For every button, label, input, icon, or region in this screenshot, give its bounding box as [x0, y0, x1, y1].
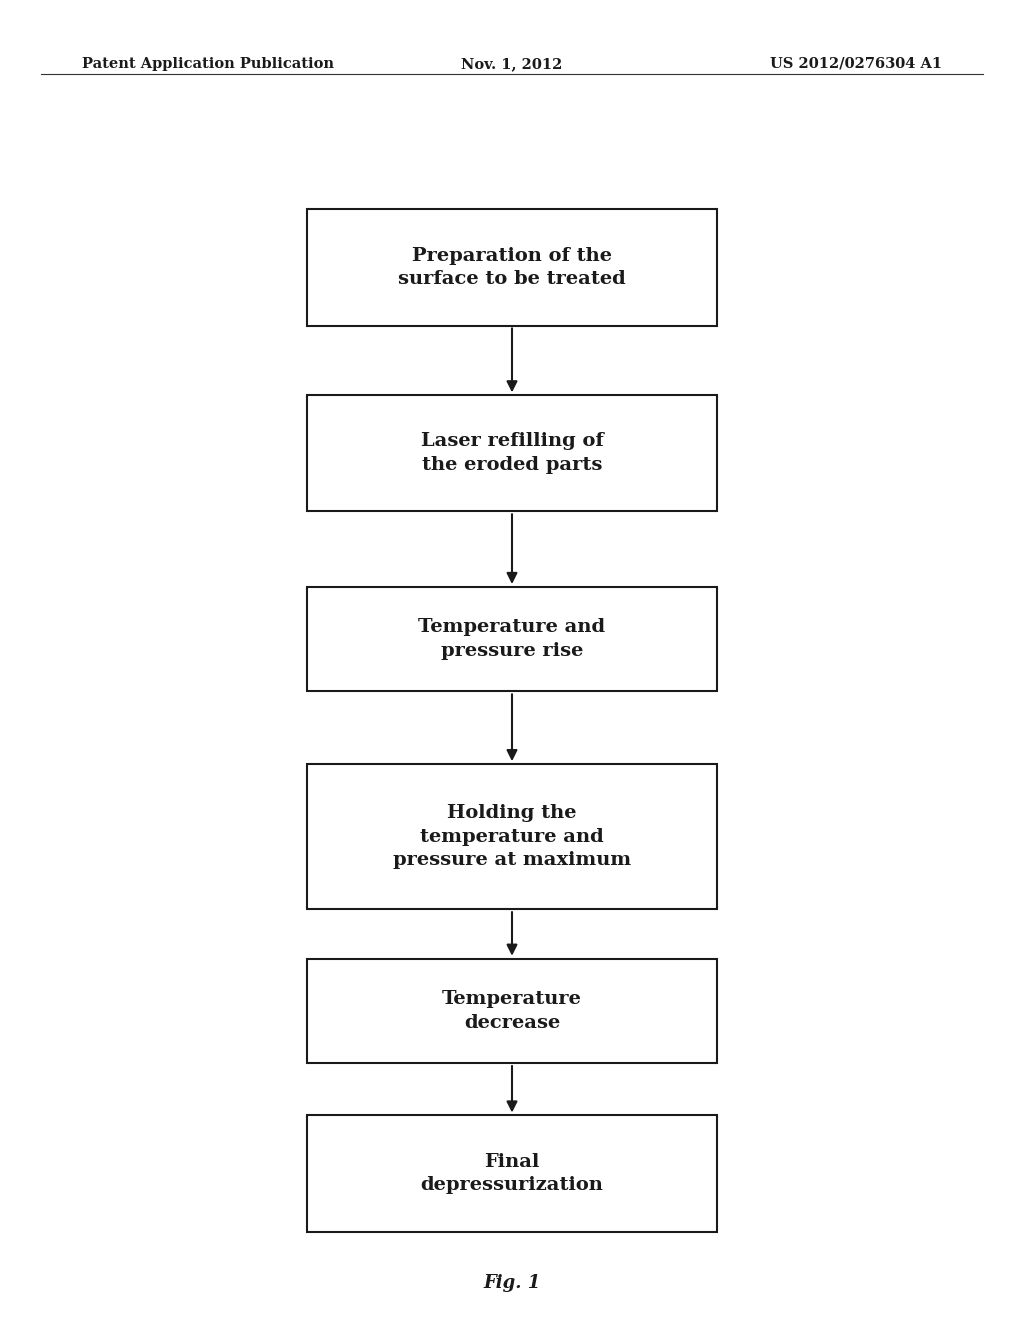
Bar	[307, 1115, 717, 1232]
Bar	[307, 395, 717, 511]
Bar	[307, 587, 717, 692]
Bar	[307, 958, 717, 1063]
Text: Patent Application Publication: Patent Application Publication	[82, 57, 334, 71]
Bar	[307, 764, 717, 909]
Text: US 2012/0276304 A1: US 2012/0276304 A1	[770, 57, 942, 71]
Text: Fig. 1: Fig. 1	[483, 1274, 541, 1292]
Bar	[307, 210, 717, 326]
Text: Temperature
decrease: Temperature decrease	[442, 990, 582, 1032]
Text: Temperature and
pressure rise: Temperature and pressure rise	[419, 618, 605, 660]
Text: Laser refilling of
the eroded parts: Laser refilling of the eroded parts	[421, 433, 603, 474]
Text: Nov. 1, 2012: Nov. 1, 2012	[462, 57, 562, 71]
Text: Holding the
temperature and
pressure at maximum: Holding the temperature and pressure at …	[393, 804, 631, 869]
Text: Preparation of the
surface to be treated: Preparation of the surface to be treated	[398, 247, 626, 288]
Text: Final
depressurization: Final depressurization	[421, 1152, 603, 1195]
